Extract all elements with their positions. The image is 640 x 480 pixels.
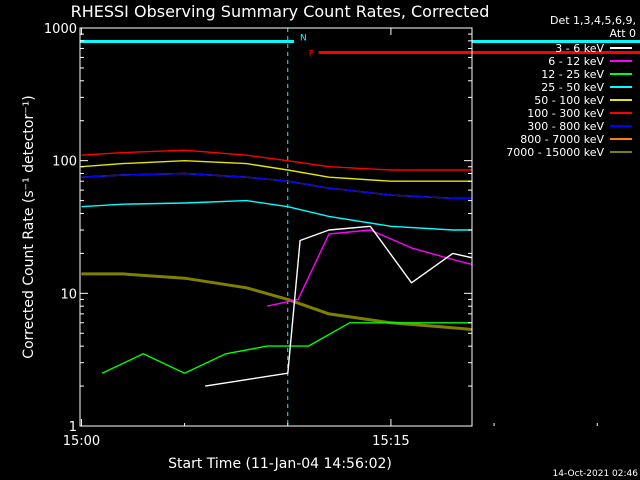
legend-label-2: 12 - 25 keV	[541, 68, 604, 81]
vline-layer	[287, 28, 289, 426]
flag-layer: NF	[80, 34, 640, 60]
series-line-2	[101, 322, 472, 374]
plot-frame	[79, 27, 473, 427]
series-line-4	[81, 159, 472, 182]
series-line-8	[81, 272, 472, 332]
legend-header-line-1: Det 1,3,4,5,6,9,	[550, 14, 636, 27]
y-tick-label-2: 100	[52, 155, 77, 170]
y-tick-label-1: 10	[60, 287, 77, 302]
legend-label-0: 3 - 6 keV	[555, 42, 604, 55]
x-tick-label-1: 15:15	[372, 434, 409, 449]
y-axis: 1 10 100 1000	[44, 22, 472, 435]
series-line-6	[81, 172, 472, 200]
legend-label-3: 25 - 50 keV	[541, 81, 604, 94]
series-line-3	[81, 199, 472, 231]
x-tick-label-0: 15:00	[63, 434, 100, 449]
legend-header-line-2: Att 0	[610, 27, 636, 40]
legend-label-8: 7000 - 15000 keV	[506, 146, 604, 159]
legend-label-5: 100 - 300 keV	[527, 107, 604, 120]
chart-title: RHESSI Observing Summary Count Rates, Co…	[71, 2, 490, 21]
footer-timestamp: 14-Oct-2021 02:46	[553, 469, 639, 479]
legend-label-4: 50 - 100 keV	[534, 94, 604, 107]
flag-label-F: F	[309, 50, 314, 60]
flag-label-N: N	[300, 34, 307, 44]
legend-label-7: 800 - 7000 keV	[520, 133, 604, 146]
x-axis-label: Start Time (11-Jan-04 14:56:02)	[168, 456, 392, 472]
series-layer	[81, 149, 472, 387]
y-tick-label-0: 1	[69, 420, 77, 435]
series-line-5	[81, 149, 472, 171]
y-tick-label-3: 1000	[44, 22, 77, 37]
legend-label-6: 300 - 800 keV	[527, 120, 604, 133]
legend-label-1: 6 - 12 keV	[548, 55, 604, 68]
y-axis-label: Corrected Count Rate (s⁻¹ detector⁻¹)	[21, 95, 37, 358]
